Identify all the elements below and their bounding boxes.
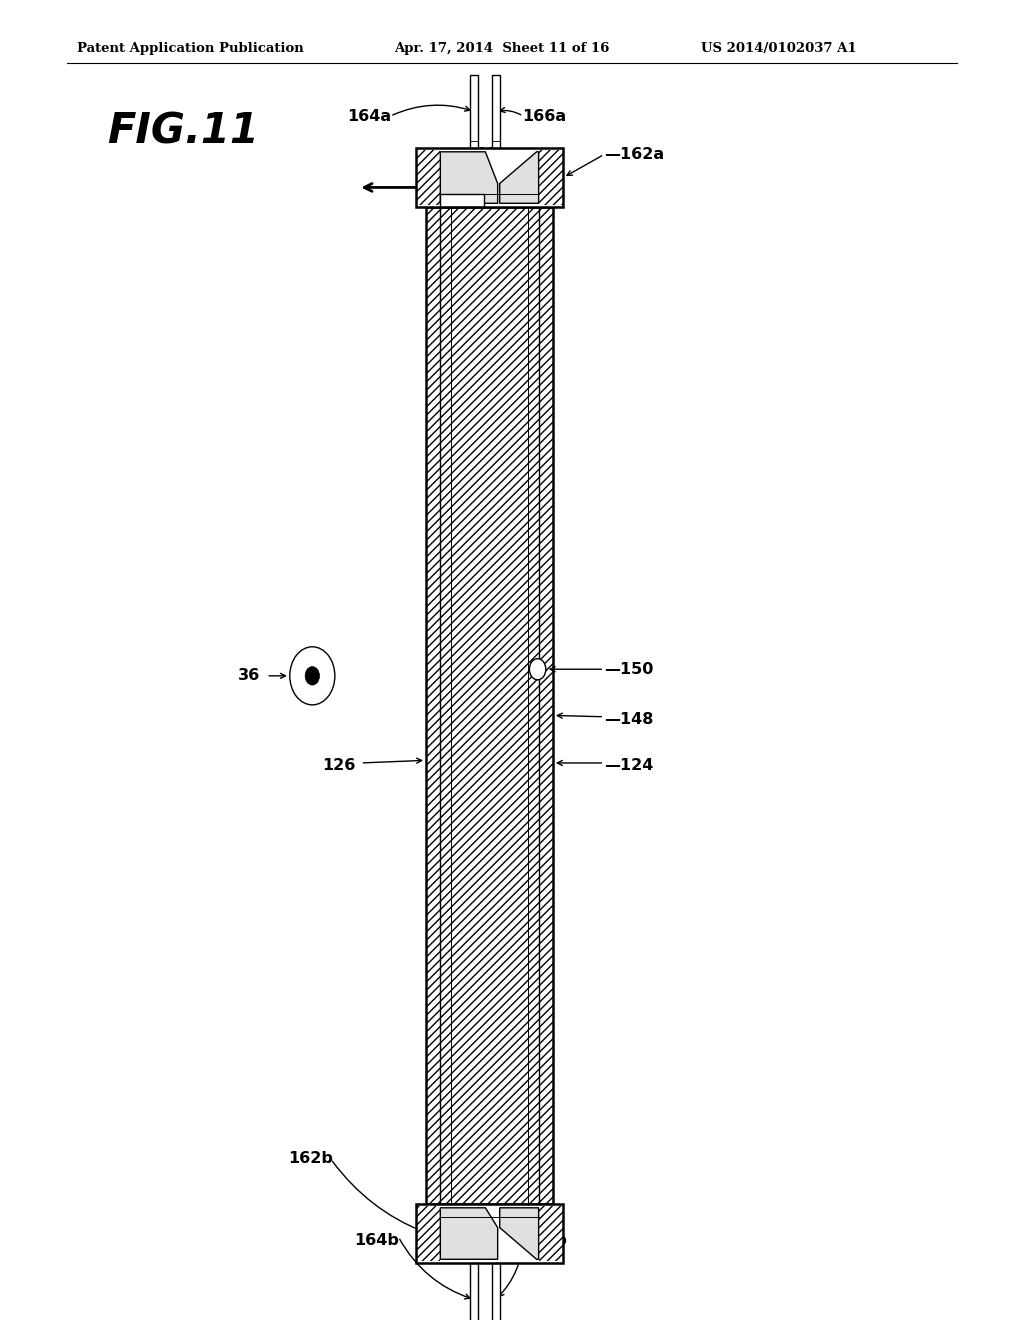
Bar <box>416 148 563 207</box>
Bar <box>451 207 528 1204</box>
Text: Patent Application Publication: Patent Application Publication <box>77 42 303 55</box>
Bar <box>470 1263 478 1320</box>
Circle shape <box>290 647 335 705</box>
Bar <box>426 207 553 1204</box>
Text: 162b: 162b <box>288 1151 333 1167</box>
Text: 36: 36 <box>238 668 260 684</box>
Text: —162a: —162a <box>604 147 665 162</box>
Text: 166b: 166b <box>522 1233 567 1249</box>
Text: 164a: 164a <box>347 108 391 124</box>
Text: US 2014/0102037 A1: US 2014/0102037 A1 <box>701 42 857 55</box>
Circle shape <box>529 659 546 680</box>
Bar <box>539 150 563 205</box>
Polygon shape <box>500 152 539 203</box>
Text: 164b: 164b <box>354 1233 399 1249</box>
Bar <box>470 75 478 148</box>
Bar <box>539 1206 563 1261</box>
Bar <box>492 1263 500 1320</box>
Bar <box>440 194 484 207</box>
Text: —150: —150 <box>604 661 653 677</box>
Text: 166a: 166a <box>522 108 566 124</box>
Polygon shape <box>440 1208 498 1259</box>
Text: 126: 126 <box>323 758 356 774</box>
Bar <box>416 1206 440 1261</box>
Text: Apr. 17, 2014  Sheet 11 of 16: Apr. 17, 2014 Sheet 11 of 16 <box>394 42 609 55</box>
Text: —124: —124 <box>604 758 653 774</box>
Bar <box>416 1204 563 1263</box>
Bar <box>426 207 553 1204</box>
Polygon shape <box>440 152 498 203</box>
Circle shape <box>305 667 319 685</box>
Bar <box>416 1204 563 1263</box>
Text: —148: —148 <box>604 711 653 727</box>
Bar <box>416 148 563 207</box>
Bar <box>416 150 440 205</box>
Text: 40: 40 <box>474 145 498 164</box>
Bar <box>492 75 500 148</box>
Polygon shape <box>500 1208 539 1259</box>
Text: FIG.11: FIG.11 <box>108 111 259 153</box>
